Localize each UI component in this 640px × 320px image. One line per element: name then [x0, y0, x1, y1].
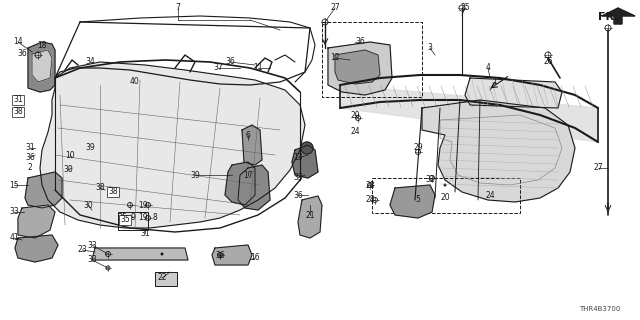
Polygon shape	[40, 62, 305, 228]
Circle shape	[444, 183, 447, 187]
Text: 32: 32	[425, 175, 435, 185]
Polygon shape	[242, 125, 262, 165]
Text: 33: 33	[87, 241, 97, 250]
Text: 12: 12	[330, 53, 340, 62]
Text: 13: 13	[293, 154, 303, 163]
Text: 18: 18	[37, 42, 47, 51]
Text: 15: 15	[9, 180, 19, 189]
Text: 14: 14	[13, 37, 23, 46]
Text: 16: 16	[250, 253, 260, 262]
Polygon shape	[28, 42, 55, 92]
Polygon shape	[340, 85, 598, 142]
Text: 36: 36	[293, 190, 303, 199]
Polygon shape	[25, 172, 62, 208]
Bar	[322, 22, 422, 97]
Text: 28: 28	[365, 196, 375, 204]
Text: 38: 38	[95, 183, 105, 193]
Polygon shape	[298, 196, 322, 238]
Text: 8: 8	[152, 213, 157, 222]
Text: 5: 5	[415, 196, 420, 204]
Text: 2: 2	[28, 164, 33, 172]
Polygon shape	[32, 50, 52, 82]
Bar	[155, 272, 177, 286]
Polygon shape	[238, 165, 270, 210]
Text: 39: 39	[85, 143, 95, 153]
Text: 19: 19	[138, 213, 148, 222]
Text: 36: 36	[215, 251, 225, 260]
Text: 39: 39	[190, 171, 200, 180]
Polygon shape	[465, 78, 562, 108]
Text: 41: 41	[9, 234, 19, 243]
Bar	[118, 212, 148, 230]
Polygon shape	[225, 162, 255, 205]
Text: 29: 29	[413, 143, 423, 153]
Text: FR.: FR.	[598, 12, 618, 22]
Text: 10: 10	[65, 150, 75, 159]
Text: 27: 27	[330, 4, 340, 12]
Text: 19: 19	[138, 201, 148, 210]
Polygon shape	[328, 42, 392, 95]
Text: 22: 22	[157, 274, 167, 283]
Text: 31: 31	[13, 95, 23, 105]
Polygon shape	[15, 235, 58, 262]
Circle shape	[161, 252, 163, 255]
Polygon shape	[390, 185, 435, 218]
Text: 36: 36	[355, 37, 365, 46]
Text: 4: 4	[486, 63, 490, 73]
Polygon shape	[335, 50, 380, 84]
Text: 20: 20	[440, 194, 450, 203]
Polygon shape	[422, 100, 575, 202]
Text: 24: 24	[485, 190, 495, 199]
Text: 6: 6	[246, 131, 250, 140]
Text: 31: 31	[25, 143, 35, 153]
Text: 37: 37	[213, 63, 223, 73]
Text: 17: 17	[243, 171, 253, 180]
Text: 25: 25	[460, 4, 470, 12]
Text: 30: 30	[63, 165, 73, 174]
Text: 36: 36	[25, 154, 35, 163]
Text: 40: 40	[130, 77, 140, 86]
Polygon shape	[18, 205, 55, 238]
Text: 30: 30	[83, 201, 93, 210]
Text: 36: 36	[225, 58, 235, 67]
Text: 23: 23	[77, 245, 87, 254]
Text: 34: 34	[85, 58, 95, 67]
Circle shape	[486, 89, 490, 92]
Text: 33: 33	[87, 255, 97, 265]
Text: 38: 38	[108, 188, 118, 196]
Text: 33: 33	[293, 173, 303, 182]
Bar	[372, 178, 520, 213]
Text: 38: 38	[13, 108, 23, 116]
Text: 35: 35	[117, 213, 127, 222]
Text: 26: 26	[543, 58, 553, 67]
Text: 35: 35	[120, 215, 130, 225]
Text: 28: 28	[365, 180, 375, 189]
Text: 9: 9	[131, 213, 136, 222]
Text: 1: 1	[493, 77, 497, 86]
Circle shape	[301, 142, 313, 154]
Polygon shape	[92, 248, 188, 260]
Text: 24: 24	[350, 127, 360, 137]
Text: 29: 29	[350, 110, 360, 119]
Text: 31: 31	[13, 95, 23, 105]
Polygon shape	[602, 8, 635, 24]
Text: 3: 3	[428, 44, 433, 52]
Text: 38: 38	[13, 108, 23, 116]
Text: 31: 31	[140, 228, 150, 237]
Polygon shape	[212, 245, 252, 265]
Text: 36: 36	[17, 50, 27, 59]
Text: 33: 33	[9, 207, 19, 217]
Text: 27: 27	[593, 164, 603, 172]
Text: 11: 11	[253, 63, 263, 73]
Polygon shape	[292, 145, 318, 178]
Text: THR4B3700: THR4B3700	[579, 306, 620, 312]
Text: 21: 21	[305, 211, 315, 220]
Text: 7: 7	[175, 4, 180, 12]
